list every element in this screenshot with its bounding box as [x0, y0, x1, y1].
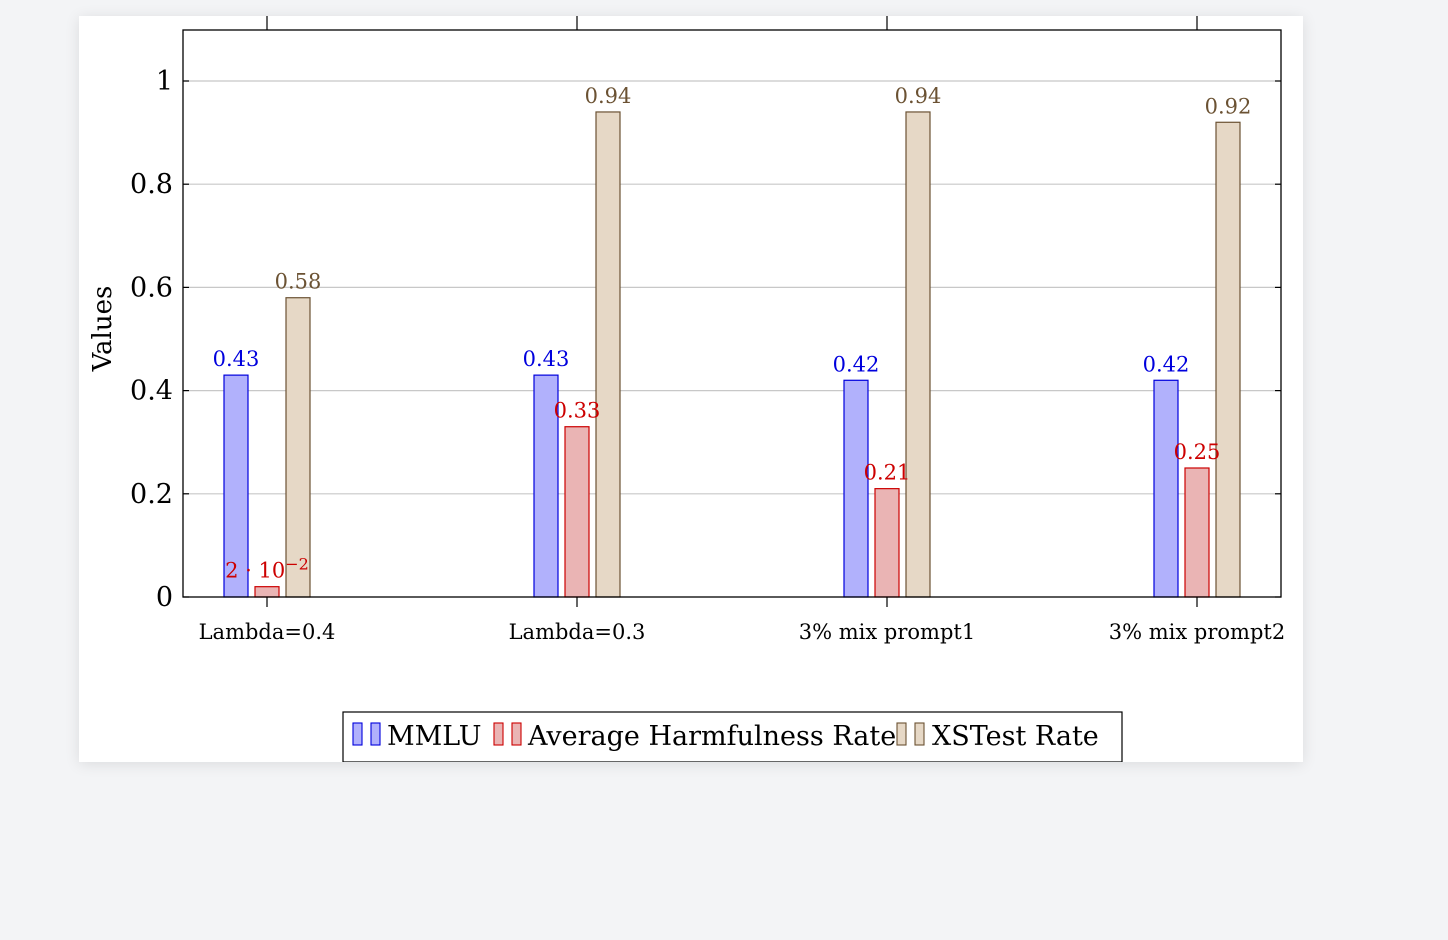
data-label: 0.42: [1143, 352, 1190, 376]
bar: [1215, 121, 1241, 598]
y-tick-label: 0.8: [130, 169, 173, 200]
bar-chart: 0.43 0.43 0.42 0.422 · 10−20.330.210.250.58…: [88, 16, 1285, 763]
x-tick-label: Lambda=0.3: [509, 620, 646, 644]
x-tick-label: Lambda=0.4: [199, 620, 336, 644]
data-label: 0.94: [585, 84, 632, 108]
bar: [905, 111, 931, 598]
bar: [285, 297, 311, 598]
y-tick-label: 0.2: [130, 479, 173, 510]
data-label: 0.92: [1205, 94, 1252, 118]
data-labels: 0.43 0.43 0.42 0.422 · 10−20.330.210.250.58…: [213, 84, 1252, 583]
data-label: 0.58: [275, 270, 322, 294]
bar: [1184, 467, 1210, 598]
grid-lines: [183, 80, 1281, 495]
data-label: 0.33: [554, 399, 601, 423]
y-tick-label: 0: [156, 582, 173, 613]
chart-card: 0.43 0.43 0.42 0.42 2 · 10−2 0.33 0.21 0.25 0.58…: [79, 16, 1303, 763]
legend-label: Average Harmfulness Rate: [527, 721, 896, 752]
axes: 0 0.2 0.4 0.6 0.8 1 Lambda=0.4 Lambda=0.3 3% mix…: [130, 16, 1285, 644]
bar: [595, 111, 621, 598]
y-tick-label: 0.6: [130, 272, 173, 303]
plot-frame: [182, 29, 1282, 598]
data-label: 0.43: [213, 347, 260, 371]
data-label: 0.21: [864, 461, 911, 485]
data-label: 0.42: [833, 352, 880, 376]
bar: [223, 374, 249, 598]
x-tick-label: 3% mix prompt2: [1109, 620, 1285, 644]
y-tick-label: 1: [156, 66, 173, 97]
legend-label: XSTest Rate: [932, 721, 1099, 752]
data-label: 0.43: [523, 347, 570, 371]
legend-swatch: [370, 722, 381, 746]
x-tick-label: 3% mix prompt1: [799, 620, 975, 644]
y-tick-label: 0.4: [130, 376, 173, 407]
data-label: 0.25: [1174, 440, 1221, 464]
bar: [254, 586, 280, 598]
legend-label: MMLU: [387, 721, 482, 752]
data-label-exponent: −2: [285, 555, 309, 574]
bar: [564, 426, 590, 598]
legend-swatch: [352, 722, 363, 746]
legend: MMLU Average Harmfulness Rate XSTest Rate: [342, 711, 1123, 763]
bars: [223, 111, 1241, 598]
legend-swatch: [493, 722, 504, 746]
bar: [1153, 379, 1179, 598]
legend-swatch: [914, 722, 925, 746]
legend-swatch: [896, 722, 907, 746]
legend-swatch: [511, 722, 522, 746]
bar: [874, 488, 900, 598]
y-axis-label: Values: [88, 286, 118, 373]
bar: [843, 379, 869, 598]
data-label: 0.94: [895, 84, 942, 108]
